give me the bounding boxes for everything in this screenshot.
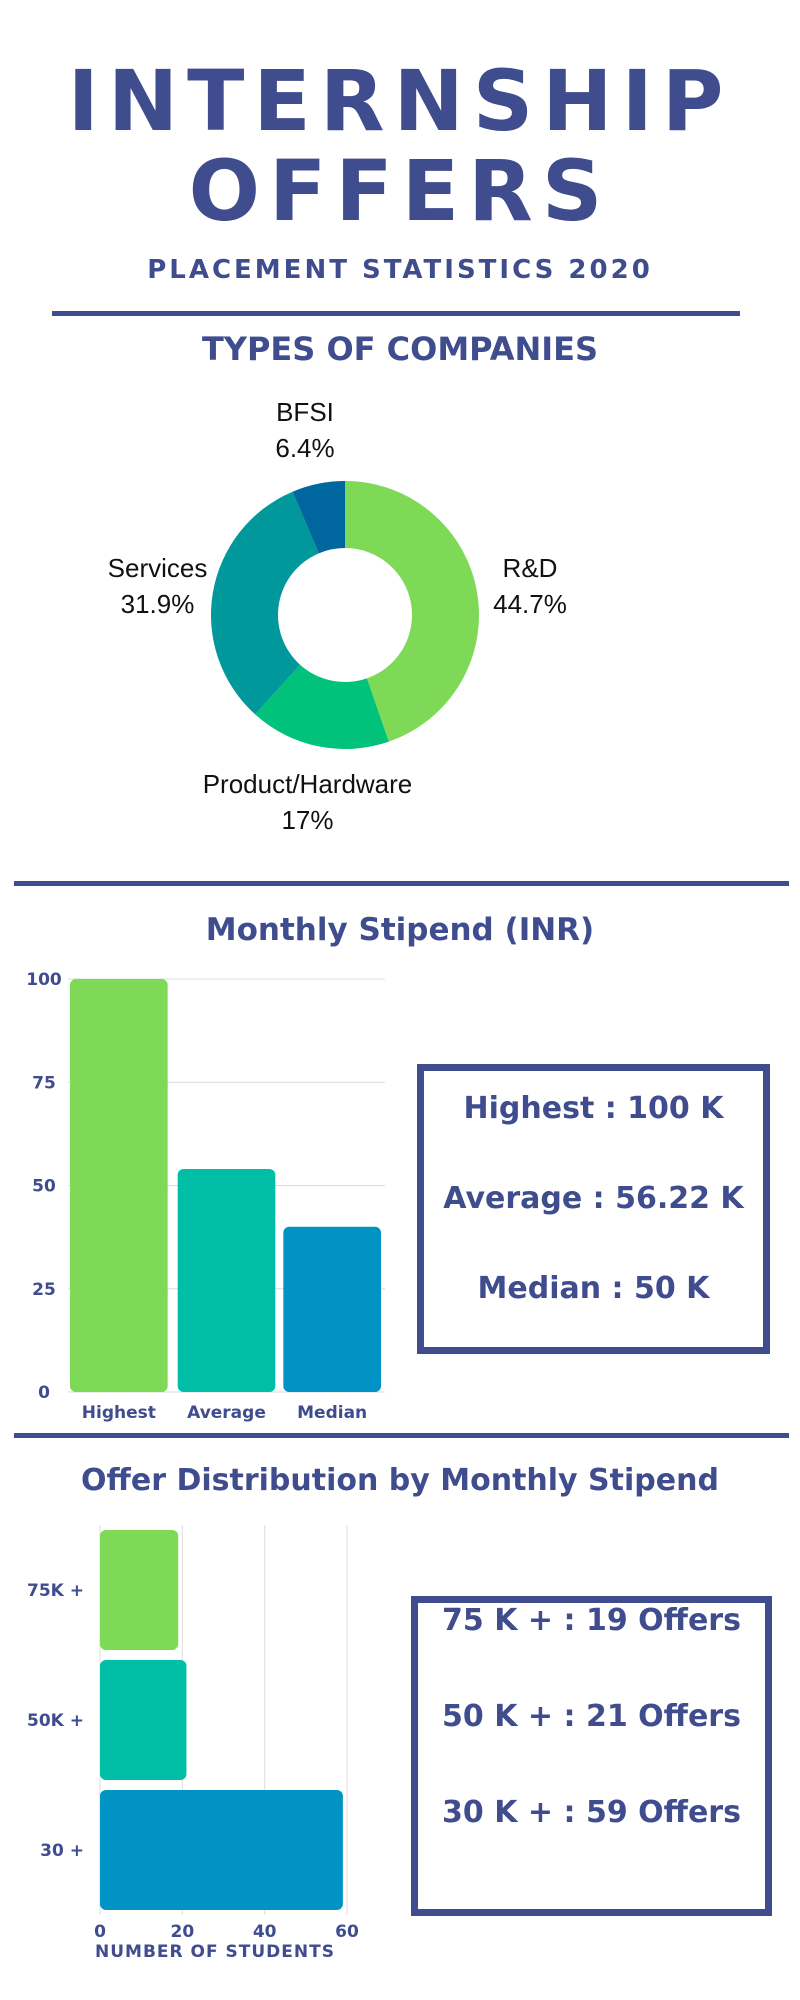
donut-slice-product-hardware (255, 664, 389, 749)
pie-label-services: Services 31.9% (90, 550, 225, 622)
donut-slice-r-d (345, 481, 479, 742)
distribution-summary-box: 75 K + : 19 Offers 50 K + : 21 Offers 30… (411, 1596, 772, 1916)
pie-label-product-hardware-pct: 17% (281, 805, 334, 835)
distribution-50k-text: 50 K + : 21 Offers (442, 1699, 741, 1734)
stipend-average-text: Average : 56.22 K (443, 1181, 744, 1216)
donut-slice-bfsi (292, 481, 345, 554)
distribution-bar-75k (100, 1530, 179, 1650)
distribution-bar-50k (100, 1660, 187, 1780)
pie-label-services-name: Services (107, 553, 208, 583)
distribution-x-tick-label: 20 (170, 1922, 194, 1942)
distribution-bar-chart: 0 20 40 60 75K + 50K + 30 + NUMBER OF STUDENTS (27, 1525, 359, 1962)
stipend-y-tick-label: 100 (26, 970, 62, 990)
distribution-x-tick-label: 40 (253, 1922, 277, 1942)
pie-label-bfsi-name: BFSI (276, 397, 334, 427)
stipend-bar-chart: 0 25 50 75 100 Highest Average Median (26, 970, 385, 1423)
stipend-highest-text: Highest : 100 K (463, 1091, 724, 1126)
header-divider (52, 311, 740, 316)
pie-label-bfsi-pct: 6.4% (275, 433, 335, 463)
distribution-bar-30 (100, 1790, 343, 1910)
pie-label-rnd-pct: 44.7% (493, 589, 567, 619)
stipend-bar-highest (70, 979, 168, 1392)
stipend-summary-box: Highest : 100 K Average : 56.22 K Median… (417, 1064, 770, 1354)
pie-label-product-hardware-name: Product/Hardware (202, 769, 413, 799)
section-divider-1 (14, 881, 789, 886)
section-divider-2 (14, 1433, 789, 1438)
stipend-y-tick-label: 75 (32, 1073, 56, 1093)
stipend-y-tick-label: 0 (38, 1383, 50, 1403)
stipend-y-tick-label: 50 (32, 1177, 56, 1197)
distribution-y-tick-label: 30 + (40, 1841, 84, 1861)
donut-slice-services (211, 491, 319, 715)
page-subtitle: PLACEMENT STATISTICS 2020 (147, 255, 653, 285)
pie-label-product-hardware: Product/Hardware 17% (180, 766, 435, 838)
distribution-x-tick-label: 60 (335, 1922, 359, 1942)
stipend-title: Monthly Stipend (INR) (205, 912, 595, 948)
distribution-title: Offer Distribution by Monthly Stipend (81, 1463, 719, 1498)
pie-label-rnd-name: R&D (502, 553, 558, 583)
stipend-y-tick-label: 25 (32, 1280, 56, 1300)
page-title-line-1: INTERNSHIP (67, 52, 733, 150)
stipend-x-tick-label: Average (187, 1403, 266, 1423)
pie-label-services-pct: 31.9% (120, 589, 195, 619)
stipend-bar-average (177, 1168, 276, 1392)
stipend-bar-median (283, 1226, 381, 1392)
stipend-x-tick-label: Highest (82, 1403, 156, 1423)
stipend-median-text: Median : 50 K (477, 1271, 710, 1306)
pie-label-bfsi: BFSI 6.4% (230, 394, 380, 466)
pie-label-rnd: R&D 44.7% (470, 550, 590, 622)
distribution-x-tick-label: 0 (94, 1922, 106, 1942)
distribution-30k-text: 30 K + : 59 Offers (442, 1795, 741, 1830)
stipend-x-tick-label: Median (297, 1403, 367, 1423)
distribution-x-axis-label: NUMBER OF STUDENTS (95, 1942, 335, 1962)
distribution-y-tick-label: 50K + (27, 1711, 84, 1731)
distribution-75k-text: 75 K + : 19 Offers (442, 1603, 741, 1638)
page-title-line-2: OFFERS (188, 142, 612, 240)
companies-title: TYPES OF COMPANIES (201, 330, 599, 368)
companies-donut-chart (211, 481, 479, 749)
distribution-y-tick-label: 75K + (27, 1581, 84, 1601)
